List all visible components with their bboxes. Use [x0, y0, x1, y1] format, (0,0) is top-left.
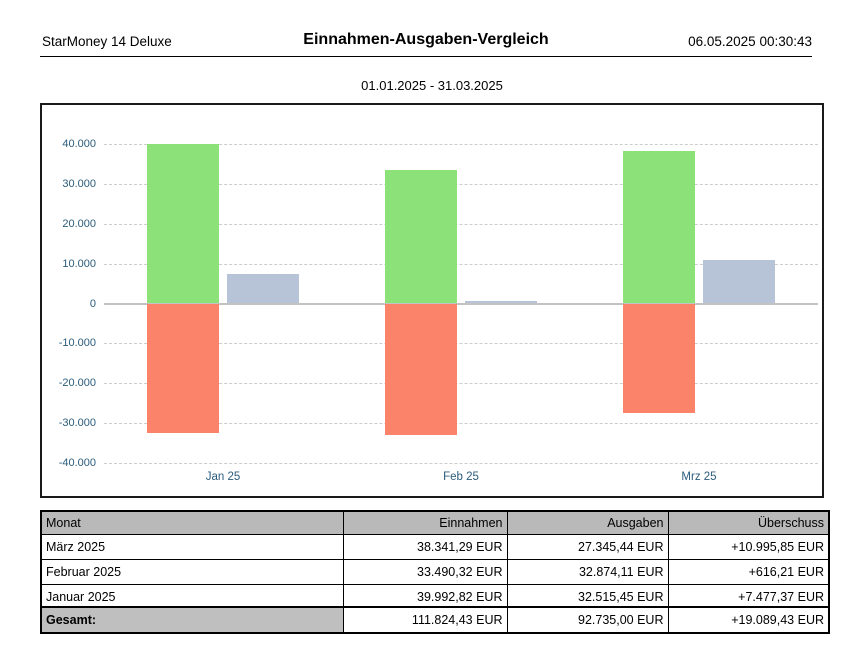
bar-einnahmen-Jan 25 — [147, 144, 219, 304]
y-axis-tick-label: -30.000 — [58, 417, 96, 430]
app-name: StarMoney 14 Deluxe — [42, 34, 172, 49]
value-cell: 27.345,44 EUR — [506, 534, 669, 560]
x-axis-label-Jan 25: Jan 25 — [205, 471, 241, 483]
totals-table: Gesamt: 111.824,43 EUR 92.735,00 EUR +19.08… — [40, 606, 830, 634]
gridline-10.000 — [104, 263, 818, 265]
y-axis-tick-label: -40.000 — [58, 457, 96, 469]
value-cell: +10.995,85 EUR — [667, 534, 830, 560]
bar-ueberschuss-Mrz 25 — [703, 259, 775, 304]
income-expense-bar-chart: 40.000 30.000 20.000 10.000 0 -10.000 -20.000 -… — [40, 103, 824, 498]
page-title: Einnahmen-Ausgaben-Vergleich — [303, 31, 549, 48]
column-header-Ausgaben: Ausgaben — [506, 510, 669, 535]
value-cell: 33.490,32 EUR — [342, 559, 508, 585]
total-value-cell: 92.735,00 EUR — [506, 606, 669, 634]
y-axis-tick-label: 10.000 — [62, 257, 96, 270]
header-divider — [40, 56, 812, 57]
table-body: März 2025 38.341,29 EUR 27.345,44 EUR +10.9… — [40, 534, 830, 611]
month-cell: Februar 2025 — [40, 559, 344, 585]
y-axis-tick-label: 40.000 — [62, 138, 96, 150]
table-row: Februar 2025 33.490,32 EUR 32.874,11 EUR +6… — [40, 559, 830, 585]
gridline--30.000 — [104, 423, 818, 425]
table-row: März 2025 38.341,29 EUR 27.345,44 EUR +10.9… — [40, 534, 830, 560]
value-cell: +616,21 EUR — [667, 559, 830, 585]
x-axis-label-Mrz 25: Mrz 25 — [681, 471, 717, 483]
bar-ueberschuss-Feb 25 — [465, 301, 537, 304]
gridline--20.000 — [104, 383, 818, 385]
gridline-20.000 — [104, 223, 818, 225]
gridline-30.000 — [104, 183, 818, 185]
y-axis-tick-label: -20.000 — [58, 377, 96, 390]
gridline--10.000 — [104, 343, 818, 345]
total-value-cell: 111.824,43 EUR — [342, 606, 508, 634]
month-cell: März 2025 — [40, 534, 344, 560]
totals-body: Gesamt: 111.824,43 EUR 92.735,00 EUR +19.08… — [40, 606, 830, 634]
zero-axis-line — [104, 302, 818, 305]
report-timestamp: 06.05.2025 00:30:43 — [688, 34, 812, 49]
y-axis-tick-label: 20.000 — [62, 217, 96, 230]
y-axis-tick-label: 30.000 — [62, 177, 96, 190]
gridline--40.000 — [104, 463, 818, 464]
bar-ueberschuss-Jan 25 — [227, 273, 299, 304]
monthly-data-table: Monat Einnahmen Ausgaben Überschuss März 20… — [40, 510, 830, 611]
table-header: Monat Einnahmen Ausgaben Überschuss — [40, 510, 830, 535]
value-cell: 32.874,11 EUR — [506, 559, 669, 585]
bar-ausgaben-Mrz 25 — [623, 303, 695, 413]
bar-einnahmen-Feb 25 — [385, 169, 457, 304]
table-header-row: Monat Einnahmen Ausgaben Überschuss — [40, 510, 830, 535]
total-row: Gesamt: 111.824,43 EUR 92.735,00 EUR +19.08… — [40, 606, 830, 634]
bar-ausgaben-Feb 25 — [385, 303, 457, 435]
y-axis-tick-label: -10.000 — [58, 337, 96, 350]
value-cell: 38.341,29 EUR — [342, 534, 508, 560]
gridline-40.000 — [104, 144, 818, 145]
column-header-Überschuss: Überschuss — [667, 510, 830, 535]
total-value-cell: +19.089,43 EUR — [667, 606, 830, 634]
column-header-Einnahmen: Einnahmen — [342, 510, 508, 535]
bar-einnahmen-Mrz 25 — [623, 150, 695, 304]
y-axis-tick-label: 0 — [89, 297, 96, 310]
x-axis-label-Feb 25: Feb 25 — [443, 471, 479, 483]
bar-ausgaben-Jan 25 — [147, 303, 219, 434]
column-header-Monat: Monat — [40, 510, 344, 535]
total-label-cell: Gesamt: — [40, 606, 344, 634]
report-period: 01.01.2025 - 31.03.2025 — [361, 78, 503, 93]
